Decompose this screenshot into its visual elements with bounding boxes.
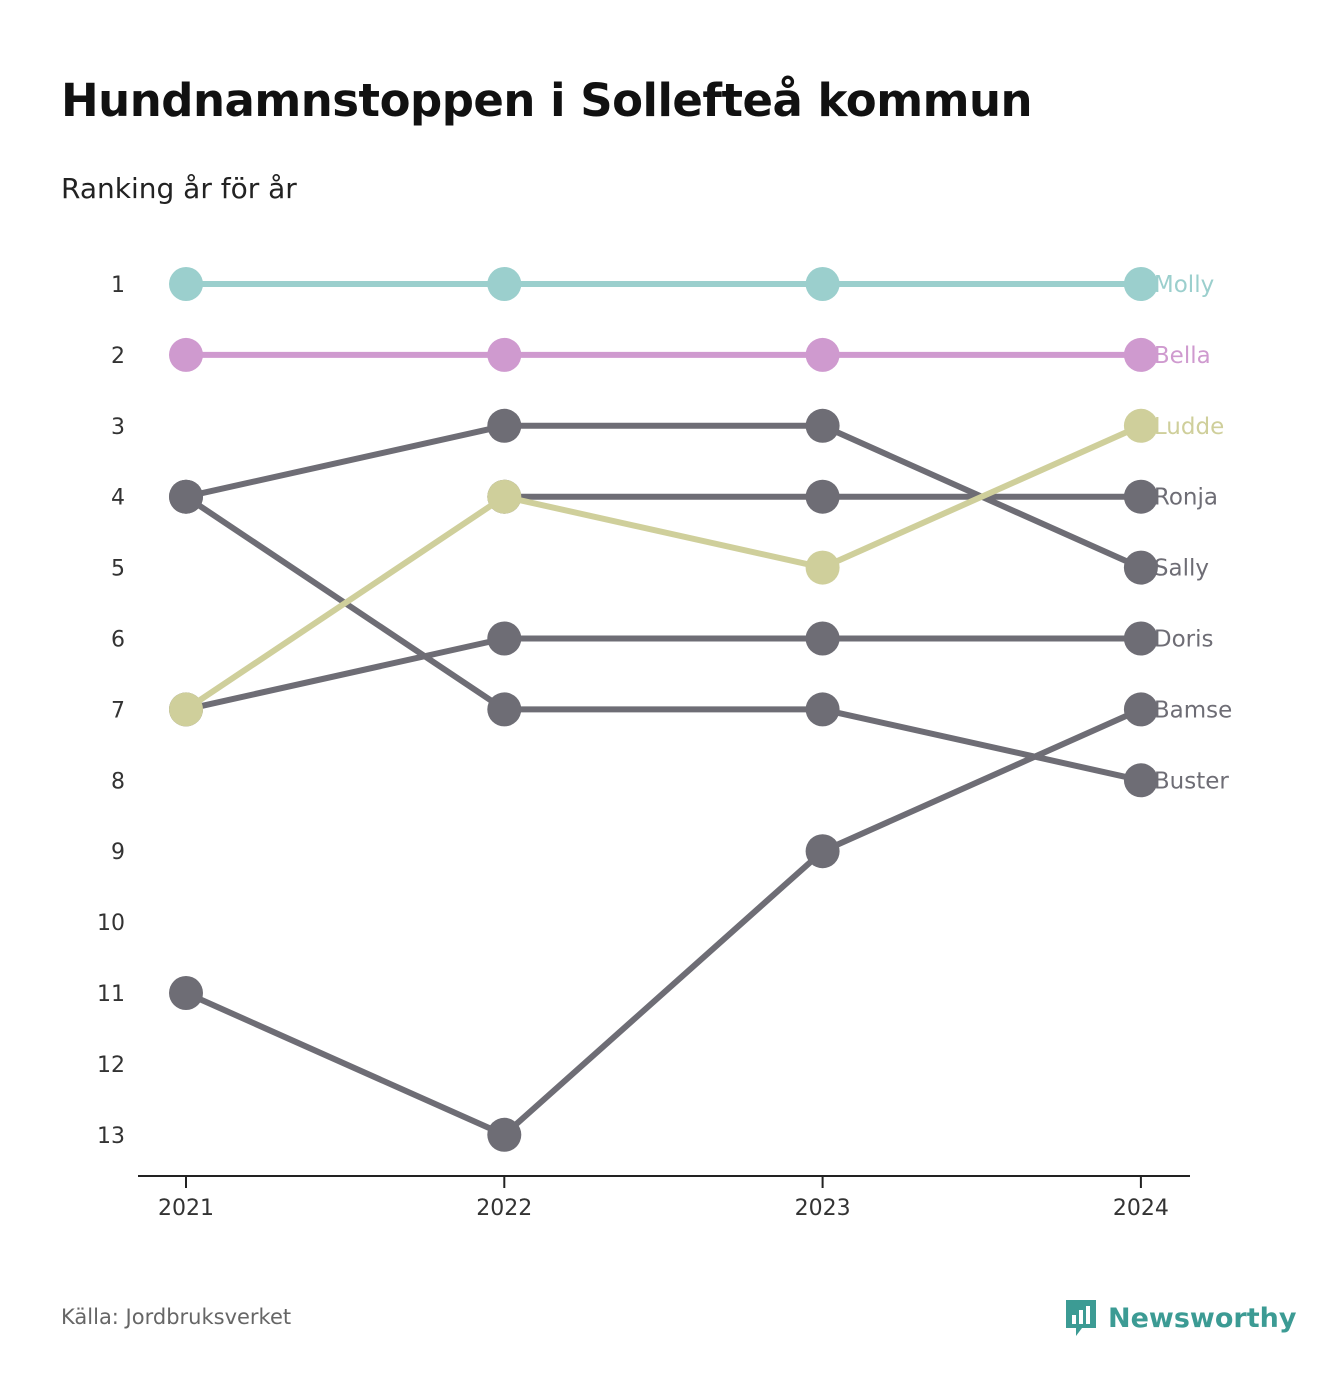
y-tick-label: 5 [111,557,125,582]
x-tick-label: 2023 [795,1196,851,1221]
data-point [487,621,522,656]
data-point [487,337,522,372]
series-layer: Molly Bella Ludde Doris Sally Bamse Buster Ronj… [169,267,1232,1152]
data-point [805,337,840,372]
data-point [805,479,840,514]
data-point [805,408,840,443]
data-point [805,550,840,585]
end-label-bamse: Bamse [1154,697,1232,723]
chart-subtitle: Ranking år för år [61,172,297,205]
end-label-molly: Molly [1154,272,1214,298]
y-tick-label: 2 [111,344,125,369]
y-tick-label: 12 [97,1053,125,1078]
series-molly [169,267,1158,301]
newsworthy-logo: Newsworthy [1064,1298,1296,1338]
y-tick-label: 1 [111,273,125,298]
y-tick-label: 3 [111,415,125,440]
data-point [1123,621,1158,656]
x-tick-label: 2022 [476,1196,532,1221]
data-point [805,621,840,656]
data-point [169,337,203,372]
end-label-sally: Sally [1154,556,1209,582]
data-point [487,267,522,301]
data-point [805,692,840,727]
chart-title: Hundnamnstoppen i Sollefteå kommun [61,74,1033,127]
data-point [1123,267,1158,301]
end-label-buster: Buster [1154,768,1230,794]
y-tick-label: 10 [97,911,125,936]
series-ronja [487,479,1158,514]
data-point [487,1117,522,1152]
data-point [1123,692,1158,727]
data-point [805,267,840,301]
y-tick-label: 6 [111,628,125,653]
data-point [487,408,522,443]
data-point [169,976,203,1010]
x-tick-label: 2024 [1113,1196,1169,1221]
series-line [184,706,1143,1138]
data-point [805,834,840,869]
data-point [1123,408,1158,443]
end-label-bella: Bella [1154,343,1211,369]
y-tick-label: 13 [97,1124,125,1149]
y-tick-label: 4 [111,486,125,511]
y-tick-label: 8 [111,769,125,794]
data-point [487,692,522,727]
data-point [1123,763,1158,798]
x-tick-label: 2021 [158,1196,214,1221]
x-axis: 2021 2022 2023 2024 [158,1176,1169,1221]
data-point [169,267,203,301]
y-tick-label: 11 [97,982,125,1007]
data-point [487,479,522,514]
newsworthy-logo-icon [1066,1300,1096,1336]
end-label-ronja: Ronja [1154,485,1218,511]
y-tick-label: 9 [111,840,125,865]
source-note: Källa: Jordbruksverket [61,1305,292,1329]
end-label-doris: Doris [1154,627,1214,653]
series-line [185,635,1141,713]
data-point [1123,550,1158,585]
data-point [1123,337,1158,372]
series-bella [169,337,1158,372]
data-point [169,479,203,514]
data-point [169,692,203,727]
series-line [184,423,1143,712]
end-label-ludde: Ludde [1154,414,1224,440]
newsworthy-logo-text: Newsworthy [1108,1302,1297,1334]
series-bamse [169,692,1158,1152]
y-tick-label: 7 [111,698,125,723]
data-point [1123,479,1158,514]
series-ludde [169,408,1158,727]
